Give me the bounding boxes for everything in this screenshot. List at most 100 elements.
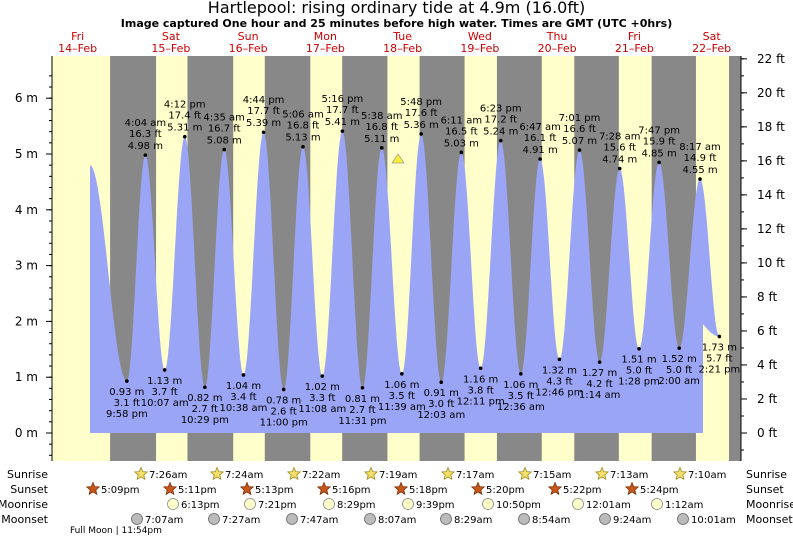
tide-time-label: 11:00 pm [260, 417, 308, 428]
tide-ft-label: 3.5 ft [389, 391, 415, 402]
moonset-icon [677, 513, 689, 525]
tide-m-label: 5.41 m [325, 117, 360, 128]
sunset-time: 5:16pm [332, 485, 371, 496]
tide-point [717, 334, 722, 339]
row-label-right: Moonrise [746, 498, 793, 511]
tide-time-label: 1:14 am [579, 390, 621, 401]
moonrise-time: 9:39pm [416, 500, 455, 511]
sunrise-icon [209, 466, 225, 481]
tide-m-label: 4.98 m [128, 141, 163, 152]
day-name-label: Sat [703, 30, 722, 43]
tide-m-label: 1.04 m [226, 381, 261, 392]
day-date-label: 19–Feb [460, 42, 499, 55]
y-left-tick-label: 5 m [15, 147, 38, 161]
tide-point [557, 357, 562, 362]
moonrise-icon [651, 498, 663, 510]
tide-point [143, 153, 148, 157]
sunset-time: 5:20pm [486, 485, 525, 496]
y-right-tick-label: 14 ft [757, 188, 785, 202]
y-left-tick-label: 1 m [15, 370, 38, 384]
tide-ft-label: 3.4 ft [230, 392, 256, 403]
tide-time-label: 11:08 am [298, 404, 346, 415]
full-moon-note: Full Moon | 11:54pm [70, 526, 162, 536]
tide-time-label: 10:07 am [141, 398, 189, 409]
tide-point [577, 148, 582, 152]
day-date-label: 15–Feb [151, 42, 190, 55]
tide-time-label: 1:28 pm [618, 377, 660, 388]
moonset-icon [131, 513, 143, 525]
tide-ft-label: 3.1 ft [114, 398, 140, 409]
tide-m-label: 4.55 m [682, 165, 717, 176]
tide-time-label: 11:39 am [378, 402, 426, 413]
tide-point [657, 160, 661, 165]
sunset-time: 5:22pm [563, 485, 602, 496]
moonset-time: 9:24am [613, 515, 651, 526]
y-left-tick-label: 6 m [15, 91, 38, 105]
y-right-tick-label: 6 ft [757, 324, 777, 338]
moonrise-time: 10:50pm [496, 500, 541, 511]
sunrise-icon [133, 466, 149, 481]
tide-point [379, 146, 384, 150]
tide-m-label: 0.81 m [345, 394, 380, 405]
tide-time-label: 7:28 am [599, 132, 641, 143]
moonset-icon [440, 513, 452, 525]
tide-ft-label: 16.6 ft [563, 124, 596, 135]
moonset-time: 8:29am [454, 515, 492, 526]
tide-point [320, 374, 325, 378]
tide-m-label: 5.03 m [444, 138, 479, 149]
tide-point [519, 372, 523, 376]
day-name-label: Sat [162, 30, 181, 43]
row-label-right: Sunrise [746, 468, 787, 481]
tide-time-label: 12:03 am [417, 410, 465, 421]
day-date-label: 18–Feb [383, 42, 422, 55]
tide-ft-label: 14.9 ft [684, 153, 717, 164]
tide-time-label: 7:01 pm [559, 113, 601, 124]
tide-ft-label: 4.3 ft [546, 376, 572, 387]
tide-time-label: 5:06 am [282, 110, 324, 121]
moonset-icon [286, 513, 298, 525]
sunrise-time: 7:26am [149, 470, 187, 481]
tide-time-label: 8:17 am [679, 142, 721, 153]
sunset-time: 5:24pm [640, 485, 679, 496]
tide-ft-label: 2.6 ft [270, 406, 296, 417]
tide-m-label: 5.13 m [285, 133, 320, 144]
tide-m-label: 5.24 m [483, 127, 518, 138]
tide-point [301, 144, 305, 149]
moonrise-time: 7:21pm [258, 500, 297, 511]
tide-point [203, 385, 207, 390]
sunset-time: 5:13pm [255, 485, 294, 496]
day-name-label: Tue [392, 30, 412, 43]
y-right-tick-label: 18 ft [757, 120, 785, 134]
tide-point [241, 373, 246, 377]
tide-point [419, 132, 423, 136]
tide-ft-label: 2.7 ft [349, 405, 375, 416]
sunrise-icon [440, 466, 456, 481]
tide-time-label: 12:46 pm [535, 387, 583, 398]
tide-point [162, 368, 167, 372]
tide-point [439, 380, 444, 385]
sunset-icon [470, 481, 486, 496]
row-label-left: Moonrise [0, 498, 48, 511]
moonset-time: 7:07am [145, 515, 183, 526]
tide-m-label: 5.31 m [167, 123, 202, 134]
sunrise-time: 7:17am [456, 470, 494, 481]
tide-ft-label: 4.2 ft [586, 379, 612, 390]
tide-ft-label: 16.5 ft [445, 126, 478, 137]
y-right-tick-label: 2 ft [757, 392, 777, 406]
tide-time-label: 10:38 am [220, 403, 268, 414]
sunrise-icon [517, 466, 533, 481]
sunset-icon [239, 481, 255, 496]
day-date-label: 17–Feb [306, 42, 345, 55]
tide-ft-label: 17.7 ft [326, 105, 359, 116]
tide-ft-label: 15.6 ft [603, 143, 636, 154]
tide-time-label: 11:31 pm [338, 416, 386, 427]
tide-m-label: 5.36 m [404, 120, 439, 131]
moonrise-icon [482, 498, 494, 510]
moonset-icon [364, 513, 376, 525]
tide-time-label: 6:11 am [441, 115, 483, 126]
tide-time-label: 12:11 pm [457, 396, 505, 407]
tide-ft-label: 16.3 ft [129, 129, 162, 140]
tide-m-label: 1.27 m [582, 368, 617, 379]
tide-ft-label: 3.3 ft [309, 393, 335, 404]
